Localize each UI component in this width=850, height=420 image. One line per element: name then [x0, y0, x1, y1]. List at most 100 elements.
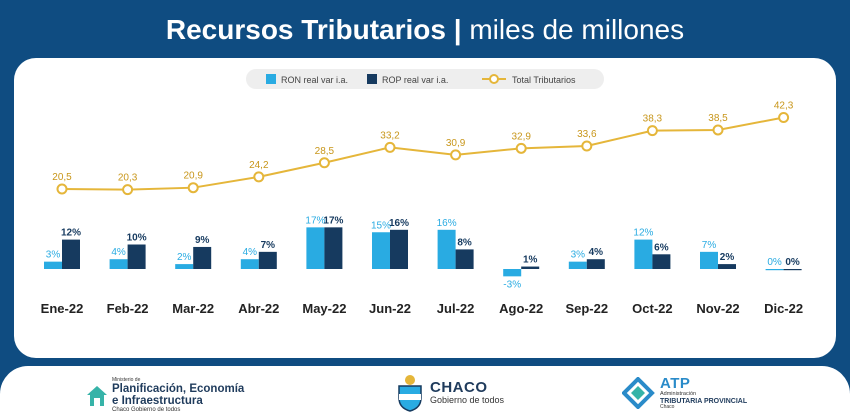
bar-ron — [765, 269, 784, 271]
data-label-total: 20,3 — [118, 173, 138, 184]
bar-rop — [652, 254, 671, 269]
atp-line1: Administración — [660, 390, 697, 397]
bar-rop — [455, 249, 474, 269]
x-tick-label: Sep-22 — [565, 301, 608, 316]
point-total — [384, 141, 396, 153]
legend-swatch-rop — [367, 74, 377, 84]
legend-label-ron: RON real var i.a. — [281, 75, 348, 85]
title-main: Recursos Tributarios | — [165, 14, 462, 45]
data-label-rop: 8% — [457, 237, 472, 248]
data-label-ron: 3% — [571, 250, 586, 261]
data-label-total: 20,5 — [52, 172, 72, 183]
bar-rop — [521, 266, 540, 269]
data-label-total: 32,9 — [511, 131, 531, 142]
atp-logo: ATP Administración TRIBUTARIA PROVINCIAL… — [622, 376, 747, 410]
point-total — [56, 183, 68, 195]
bar-ron — [634, 239, 653, 269]
chart-panel: RON real var i.a. ROP real var i.a. Total … — [14, 58, 836, 358]
chaco-logo: CHACO Gobierno de todos — [396, 374, 504, 412]
chaco-tagline: Gobierno de todos — [430, 395, 505, 406]
atp-name: ATP — [660, 375, 691, 392]
data-label-total: 38,5 — [708, 113, 728, 124]
data-label-rop: 2% — [720, 252, 735, 263]
data-label-ron: 15% — [371, 220, 391, 231]
bar-ron — [175, 264, 194, 269]
point-total — [122, 184, 134, 196]
data-label-total: 42,3 — [774, 100, 794, 111]
x-tick-label: Jul-22 — [437, 301, 475, 316]
x-tick-label: May-22 — [302, 301, 346, 316]
x-tick-label: Dic-22 — [764, 301, 803, 316]
ministry-line3: e Infraestructura — [112, 395, 203, 408]
legend-box — [246, 69, 604, 89]
point-total — [581, 140, 593, 152]
data-label-rop: 17% — [323, 215, 343, 226]
data-label-ron: 3% — [46, 250, 61, 261]
data-label-ron: 12% — [633, 228, 653, 239]
ministry-line1: Ministerio de — [112, 377, 141, 383]
bar-ron — [503, 269, 522, 277]
data-label-ron: 7% — [702, 240, 717, 251]
point-total — [450, 149, 462, 161]
bar-rop — [193, 246, 212, 269]
point-total — [187, 182, 199, 194]
bar-ron — [568, 261, 587, 269]
bar-ron — [109, 259, 128, 269]
bar-rop — [127, 244, 146, 269]
bar-rop — [718, 264, 736, 269]
data-label-rop: 6% — [654, 242, 669, 253]
data-label-ron: -3% — [503, 279, 521, 290]
point-total — [318, 157, 330, 169]
data-label-rop: 16% — [389, 218, 409, 229]
ministry-line2: Planificación, Economía — [112, 383, 245, 396]
chart: RON real var i.a. ROP real var i.a. Total … — [41, 69, 803, 316]
legend-swatch-ron — [266, 74, 276, 84]
data-label-ron: 4% — [243, 247, 258, 258]
data-label-total: 33,6 — [577, 129, 597, 140]
ministry-logo: Ministerio de Planificación, Economía e … — [86, 377, 245, 414]
bar-ron — [372, 232, 390, 269]
data-label-ron: 17% — [305, 215, 325, 226]
data-label-total: 24,2 — [249, 160, 269, 171]
page-title: Recursos Tributarios | miles de millones — [0, 12, 850, 48]
atp-line2: TRIBUTARIA PROVINCIAL — [660, 397, 748, 405]
data-label-ron: 4% — [111, 247, 126, 258]
data-label-total: 30,9 — [446, 138, 466, 149]
data-label-rop: 1% — [523, 255, 538, 266]
x-tick-label: Abr-22 — [238, 301, 279, 316]
bar-ron — [44, 261, 62, 269]
bar-ron — [437, 229, 456, 269]
chaco-name: CHACO — [430, 379, 488, 397]
bar-rop — [586, 259, 605, 269]
bar-rop — [390, 229, 408, 269]
data-label-total: 28,5 — [315, 146, 335, 157]
legend-label-total: Total Tributarios — [512, 75, 576, 85]
point-total — [253, 171, 265, 183]
data-label-ron: 16% — [437, 218, 457, 229]
footer: Ministerio de Planificación, Economía e … — [0, 366, 850, 420]
data-label-rop: 12% — [61, 228, 81, 239]
shield-icon — [398, 375, 422, 412]
bar-rop — [62, 239, 80, 269]
atp-diamond-icon — [622, 377, 655, 410]
house-icon — [87, 385, 107, 406]
point-total — [515, 142, 527, 154]
data-label-total: 33,2 — [380, 130, 400, 141]
data-label-rop: 9% — [195, 235, 210, 246]
data-label-rop: 4% — [589, 247, 604, 258]
point-total — [646, 125, 658, 137]
bar-rop — [258, 251, 277, 269]
data-label-ron: 0% — [767, 257, 782, 268]
data-label-rop: 0% — [785, 257, 800, 268]
title-unit: miles de millones — [469, 14, 685, 45]
x-tick-label: Feb-22 — [107, 301, 149, 316]
x-tick-label: Jun-22 — [369, 301, 411, 316]
legend-marker-total — [489, 74, 499, 84]
atp-line3: Chaco — [660, 403, 675, 410]
bar-rop — [324, 227, 343, 269]
data-label-total: 20,9 — [183, 171, 203, 182]
x-tick-label: Ago-22 — [499, 301, 543, 316]
point-total — [778, 111, 790, 123]
x-tick-label: Oct-22 — [632, 301, 672, 316]
x-tick-label: Nov-22 — [696, 301, 739, 316]
